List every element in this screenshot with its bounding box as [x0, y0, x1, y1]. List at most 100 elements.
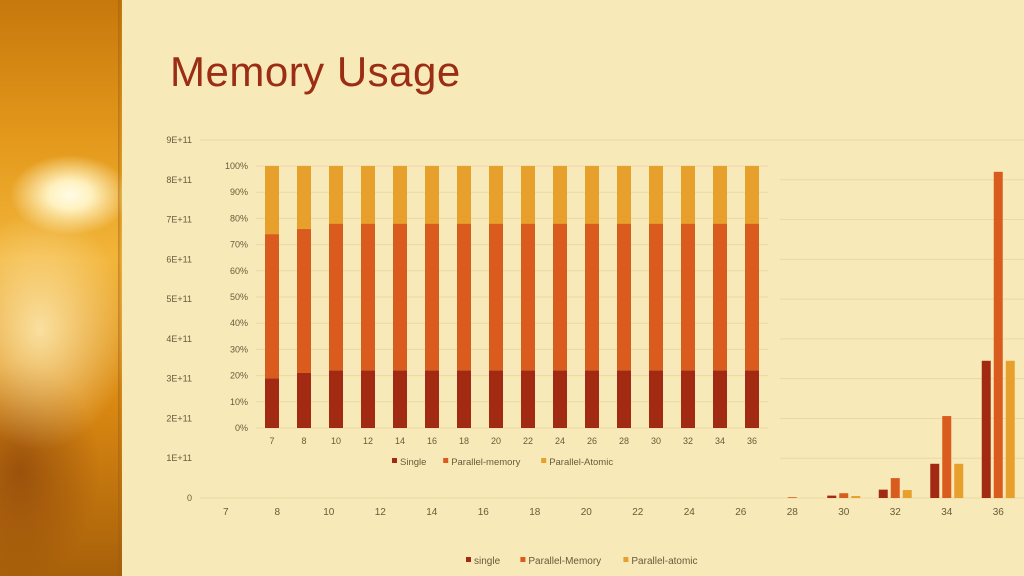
x-tick-label: 24: [684, 507, 696, 518]
y-tick-label: 0: [187, 493, 192, 503]
side-photo-decoration: [0, 0, 122, 576]
inset-bar-single: [617, 370, 631, 428]
inset-bar-parallel-atomic: [745, 166, 759, 224]
x-tick-label: 32: [890, 507, 902, 518]
y-tick-label: 7E+11: [166, 215, 192, 225]
inset-bar-single: [425, 370, 439, 428]
bar-parallel-memory: [942, 416, 952, 498]
inset-bar-parallel-atomic: [489, 166, 503, 224]
inset-bar-single: [457, 370, 471, 428]
bar-single: [981, 360, 991, 498]
x-tick-label: 7: [223, 507, 229, 518]
slide-title: Memory Usage: [170, 48, 461, 95]
x-tick-label: 20: [581, 507, 593, 518]
x-tick-label: 36: [993, 507, 1005, 518]
inset-x-tick-label: 8: [301, 436, 306, 446]
legend-label: single: [474, 556, 501, 567]
x-tick-label: 22: [632, 507, 644, 518]
inset-x-tick-label: 16: [427, 436, 437, 446]
inset-y-tick-label: 100%: [225, 161, 248, 171]
inset-bar-parallel-atomic: [681, 166, 695, 224]
y-tick-label: 3E+11: [166, 374, 192, 384]
x-tick-label: 30: [838, 507, 850, 518]
y-tick-label: 2E+11: [166, 413, 192, 423]
inset-bar-parallel-memory: [425, 223, 439, 371]
inset-x-tick-label: 32: [683, 436, 693, 446]
inset-bar-parallel-memory: [553, 223, 567, 371]
inset-legend-label: Parallel-Atomic: [549, 457, 613, 468]
inset-bar-single: [745, 370, 759, 428]
inset-bar-single: [649, 370, 663, 428]
inset-bar-parallel-memory: [393, 223, 407, 371]
inset-bar-single: [393, 370, 407, 428]
inset-y-tick-label: 90%: [230, 187, 248, 197]
inset-x-tick-label: 22: [523, 436, 533, 446]
inset-legend-swatch: [541, 458, 547, 463]
y-tick-label: 1E+11: [166, 453, 192, 463]
inset-bar-parallel-memory: [329, 223, 343, 371]
inset-y-tick-label: 50%: [230, 292, 248, 302]
y-tick-label: 4E+11: [166, 334, 192, 344]
inset-bar-parallel-atomic: [553, 166, 567, 224]
inset-bar-parallel-atomic: [617, 166, 631, 224]
legend-label: Parallel-Memory: [528, 556, 601, 567]
inset-bar-parallel-atomic: [457, 166, 471, 224]
inset-x-tick-label: 18: [459, 436, 469, 446]
inset-bar-parallel-memory: [265, 234, 279, 379]
inset-x-tick-label: 7: [269, 436, 274, 446]
legend-swatch: [623, 557, 629, 562]
inset-bar-parallel-atomic: [585, 166, 599, 224]
bar-single: [827, 495, 837, 498]
bar-parallel-memory: [787, 497, 797, 498]
inset-x-tick-label: 20: [491, 436, 501, 446]
bar-parallel-atomic: [902, 490, 912, 498]
inset-legend-swatch: [443, 458, 449, 463]
bar-single: [930, 463, 940, 498]
inset-y-tick-label: 10%: [230, 397, 248, 407]
inset-bar-single: [553, 370, 567, 428]
inset-legend-label: Single: [400, 457, 426, 468]
inset-bar-parallel-memory: [521, 223, 535, 371]
inset-bar-parallel-memory: [681, 223, 695, 371]
y-tick-label: 9E+11: [166, 135, 192, 145]
y-tick-label: 5E+11: [166, 294, 192, 304]
x-tick-label: 34: [941, 507, 953, 518]
x-tick-label: 10: [323, 507, 335, 518]
inset-y-tick-label: 60%: [230, 266, 248, 276]
bar-parallel-memory: [890, 478, 900, 498]
inset-bar-single: [489, 370, 503, 428]
inset-x-tick-label: 12: [363, 436, 373, 446]
bar-parallel-atomic: [851, 496, 861, 498]
inset-bar-single: [521, 370, 535, 428]
inset-x-tick-label: 36: [747, 436, 757, 446]
inset-bar-parallel-atomic: [521, 166, 535, 224]
inset-y-tick-label: 20%: [230, 371, 248, 381]
bar-parallel-memory: [993, 171, 1003, 499]
inset-bar-parallel-memory: [617, 223, 631, 371]
inset-bar-single: [585, 370, 599, 428]
inset-bar-parallel-atomic: [393, 166, 407, 224]
inset-x-tick-label: 24: [555, 436, 565, 446]
inset-y-tick-label: 70%: [230, 240, 248, 250]
inset-bar-parallel-atomic: [361, 166, 375, 224]
legend-label: Parallel-atomic: [631, 556, 697, 567]
inset-bar-parallel-atomic: [265, 166, 279, 235]
inset-bar-parallel-memory: [713, 223, 727, 371]
inset-x-tick-label: 10: [331, 436, 341, 446]
inset-bar-parallel-atomic: [297, 166, 311, 229]
inset-bar-parallel-atomic: [649, 166, 663, 224]
x-tick-label: 16: [478, 507, 490, 518]
bar-parallel-atomic: [954, 463, 964, 498]
inset-bar-parallel-memory: [361, 223, 375, 371]
inset-bar-single: [681, 370, 695, 428]
legend-swatch: [520, 557, 526, 562]
inset-y-tick-label: 40%: [230, 318, 248, 328]
inset-bar-single: [297, 372, 311, 428]
x-tick-label: 8: [274, 507, 280, 518]
side-photo-edge: [118, 0, 122, 576]
bar-single: [878, 489, 888, 498]
inset-bar-parallel-atomic: [329, 166, 343, 224]
inset-bar-parallel-memory: [585, 223, 599, 371]
inset-bar-parallel-memory: [297, 228, 311, 373]
